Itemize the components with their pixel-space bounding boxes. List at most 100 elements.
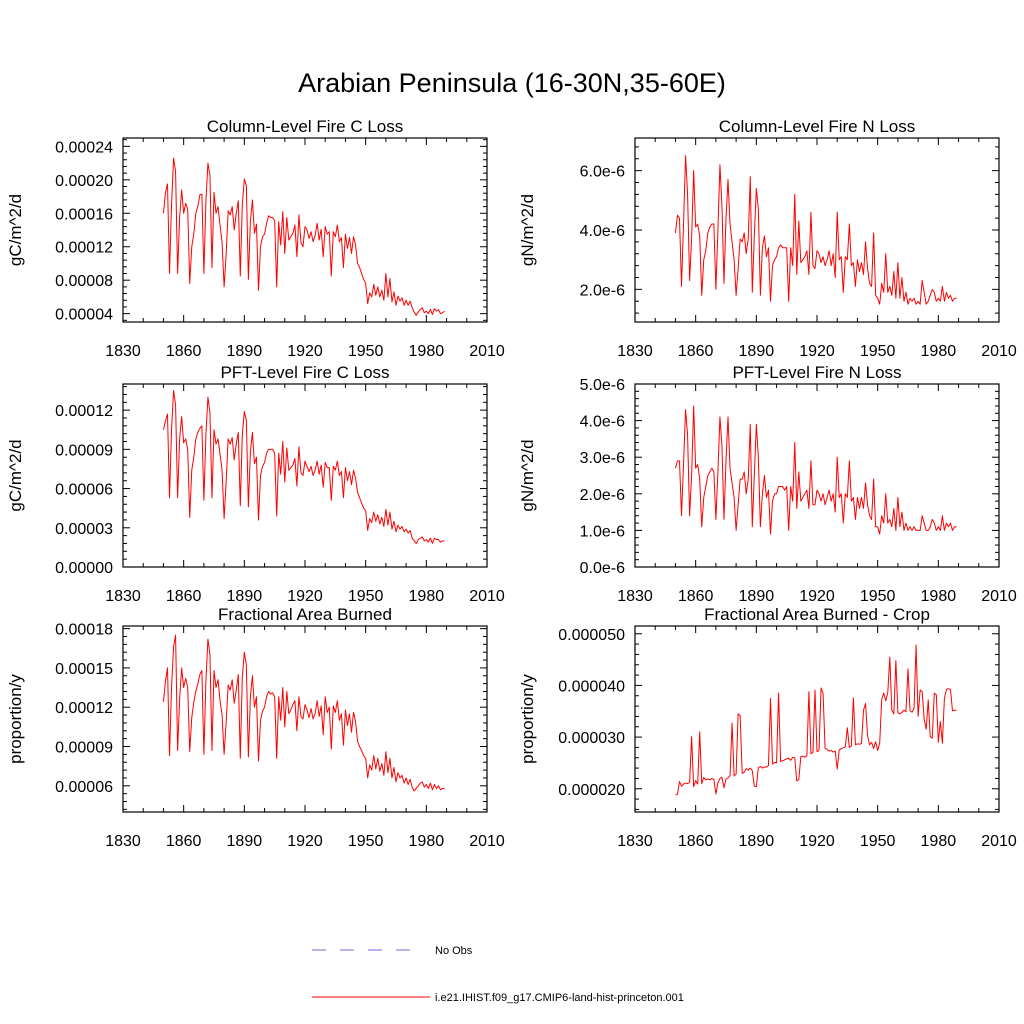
panel-fractional-area-burned-series-line — [162, 634, 445, 792]
panel-column-level-fire-n-loss-ytick-label: 2.0e-6 — [580, 282, 625, 299]
panel-fractional-area-burned-crop-xtick-label: 2010 — [981, 833, 1017, 850]
panel-column-level-fire-c-loss-ytick-label: 0.00016 — [55, 206, 113, 223]
panel-pft-level-fire-n-loss-ylabel: gN/m^2/d — [518, 439, 537, 511]
panel-column-level-fire-n-loss-xtick-label: 1920 — [799, 343, 835, 360]
panel-column-level-fire-n-loss-xtick-label: 1830 — [617, 343, 653, 360]
panel-column-level-fire-c-loss-xtick-label: 1950 — [348, 343, 384, 360]
panel-fractional-area-burned-xtick-label: 2010 — [469, 833, 505, 850]
panel-fractional-area-burned-ytick-label: 0.00006 — [55, 779, 113, 796]
panel-column-level-fire-c-loss-ytick-label: 0.00004 — [55, 307, 113, 324]
panel-fractional-area-burned-crop-xtick-label: 1920 — [799, 833, 835, 850]
panel-fractional-area-burned-title: Fractional Area Burned — [218, 605, 392, 624]
panel-pft-level-fire-n-loss-ytick-label: 3.0e-6 — [580, 450, 625, 467]
panel-pft-level-fire-n-loss-frame — [634, 383, 1000, 568]
panel-pft-level-fire-n-loss-xtick-label: 1950 — [860, 588, 896, 605]
panel-pft-level-fire-n-loss-xtick-label: 1890 — [739, 588, 775, 605]
panel-pft-level-fire-n-loss-series-line — [674, 405, 957, 535]
legend-label-no-obs: No Obs — [435, 945, 473, 957]
panel-fractional-area-burned-ytick-label: 0.00015 — [55, 661, 113, 678]
panel-fractional-area-burned-crop-ytick-label: 0.000040 — [558, 678, 625, 695]
panel-fractional-area-burned-xtick-label: 1980 — [409, 833, 445, 850]
panel-fractional-area-burned-crop-ylabel: proportion/y — [518, 674, 537, 764]
panel-column-level-fire-n-loss: Column-Level Fire N Loss 1830 1860 1890 1920… — [518, 117, 1017, 360]
panel-column-level-fire-n-loss-title: Column-Level Fire N Loss — [719, 117, 916, 136]
panel-column-level-fire-c-loss-xtick-label: 1860 — [166, 343, 202, 360]
panel-pft-level-fire-n-loss-xtick-label: 1860 — [678, 588, 714, 605]
panel-fractional-area-burned-ytick-label: 0.00018 — [55, 622, 113, 639]
panel-column-level-fire-n-loss-ytick-label: 4.0e-6 — [580, 223, 625, 240]
panel-pft-level-fire-c-loss-xtick-label: 1920 — [287, 588, 323, 605]
panel-pft-level-fire-c-loss-series-line — [162, 390, 445, 544]
panel-column-level-fire-n-loss-xtick-label: 1950 — [860, 343, 896, 360]
panel-column-level-fire-n-loss-xtick-label: 1890 — [739, 343, 775, 360]
panel-fractional-area-burned-xtick-label: 1890 — [227, 833, 263, 850]
panel-fractional-area-burned-crop-xtick-label: 1890 — [739, 833, 775, 850]
panel-pft-level-fire-c-loss-ylabel: gC/m^2/d — [6, 439, 25, 511]
panel-pft-level-fire-n-loss-xtick-label: 1830 — [617, 588, 653, 605]
panel-pft-level-fire-c-loss-xtick-label: 1950 — [348, 588, 384, 605]
panel-fractional-area-burned-crop-ytick-label: 0.000050 — [558, 627, 625, 644]
panel-pft-level-fire-c-loss-ytick-label: 0.00012 — [55, 403, 113, 420]
panel-pft-level-fire-n-loss-ytick-label: 0.0e-6 — [580, 560, 625, 577]
panel-fractional-area-burned-crop-series-line — [675, 644, 957, 796]
panel-column-level-fire-c-loss-ylabel: gC/m^2/d — [6, 194, 25, 266]
panel-pft-level-fire-n-loss-ytick-label: 2.0e-6 — [580, 487, 625, 504]
panel-fractional-area-burned-xtick-label: 1830 — [105, 833, 141, 850]
panel-pft-level-fire-c-loss-ytick-label: 0.00000 — [55, 560, 113, 577]
panel-column-level-fire-c-loss-xtick-label: 2010 — [469, 343, 505, 360]
panel-column-level-fire-n-loss-ylabel: gN/m^2/d — [518, 194, 537, 266]
panel-column-level-fire-c-loss-ytick-label: 0.00020 — [55, 173, 113, 190]
panel-pft-level-fire-c-loss-xtick-label: 2010 — [469, 588, 505, 605]
panel-pft-level-fire-n-loss-ytick-label: 5.0e-6 — [580, 377, 625, 394]
figure-title: Arabian Peninsula (16-30N,35-60E) — [298, 68, 726, 98]
panel-column-level-fire-n-loss-xtick-label: 2010 — [981, 343, 1017, 360]
panel-column-level-fire-c-loss-ytick-label: 0.00008 — [55, 273, 113, 290]
panel-pft-level-fire-n-loss: PFT-Level Fire N Loss 1830 1860 1890 1920 195… — [518, 363, 1017, 605]
legend: No Obs i.e21.IHIST.f09_g17.CMIP6-land-hi… — [312, 945, 684, 1004]
panel-fractional-area-burned-ytick-label: 0.00009 — [55, 740, 113, 757]
panel-pft-level-fire-n-loss-xtick-label: 1920 — [799, 588, 835, 605]
panel-pft-level-fire-c-loss-xtick-label: 1890 — [227, 588, 263, 605]
panel-column-level-fire-c-loss: Column-Level Fire C Loss 1830 1860 1890 1920… — [6, 117, 505, 360]
panel-fractional-area-burned-crop-ytick-label: 0.000030 — [558, 730, 625, 747]
panel-column-level-fire-n-loss-xtick-label: 1980 — [921, 343, 957, 360]
panel-fractional-area-burned-crop-frame — [634, 625, 1000, 813]
panel-pft-level-fire-n-loss-xtick-label: 1980 — [921, 588, 957, 605]
panel-fractional-area-burned-xtick-label: 1920 — [287, 833, 323, 850]
panel-pft-level-fire-c-loss-xtick-label: 1860 — [166, 588, 202, 605]
panel-fractional-area-burned-ylabel: proportion/y — [6, 674, 25, 764]
legend-label-model: i.e21.IHIST.f09_g17.CMIP6-land-hist-prin… — [435, 992, 684, 1004]
panel-column-level-fire-c-loss-xtick-label: 1920 — [287, 343, 323, 360]
panel-column-level-fire-c-loss-series-line — [162, 157, 445, 316]
panel-pft-level-fire-n-loss-title: PFT-Level Fire N Loss — [732, 363, 901, 382]
panel-pft-level-fire-n-loss-ytick-label: 1.0e-6 — [580, 523, 625, 540]
panel-fractional-area-burned-crop-ytick-label: 0.000020 — [558, 782, 625, 799]
panel-fractional-area-burned-xtick-label: 1950 — [348, 833, 384, 850]
panel-pft-level-fire-c-loss: PFT-Level Fire C Loss 1830 1860 1890 1920 195… — [6, 363, 505, 605]
panel-column-level-fire-c-loss-ytick-label: 0.00012 — [55, 240, 113, 257]
panel-pft-level-fire-c-loss-ytick-label: 0.00003 — [55, 521, 113, 538]
panel-pft-level-fire-n-loss-ytick-label: 4.0e-6 — [580, 414, 625, 431]
panel-fractional-area-burned-crop: Fractional Area Burned - Crop 1830 1860 189… — [518, 605, 1017, 850]
panel-fractional-area-burned-crop-title: Fractional Area Burned - Crop — [704, 605, 930, 624]
panel-pft-level-fire-c-loss-ytick-label: 0.00009 — [55, 442, 113, 459]
panel-fractional-area-burned-xtick-label: 1860 — [166, 833, 202, 850]
panel-fractional-area-burned-ytick-label: 0.00012 — [55, 700, 113, 717]
panel-column-level-fire-c-loss-ytick-label: 0.00024 — [55, 139, 113, 156]
panel-column-level-fire-n-loss-ytick-label: 6.0e-6 — [580, 164, 625, 181]
panel-column-level-fire-n-loss-frame — [634, 137, 1000, 323]
panel-fractional-area-burned-crop-xtick-label: 1860 — [678, 833, 714, 850]
panel-pft-level-fire-c-loss-title: PFT-Level Fire C Loss — [220, 363, 389, 382]
panel-fractional-area-burned: Fractional Area Burned 1830 1860 1890 1920 19… — [6, 605, 505, 850]
panels: Column-Level Fire C Loss 1830 1860 1890 1920… — [6, 117, 1017, 850]
panel-column-level-fire-n-loss-series-line — [674, 155, 957, 305]
panel-pft-level-fire-n-loss-xtick-label: 2010 — [981, 588, 1017, 605]
panel-column-level-fire-c-loss-xtick-label: 1890 — [227, 343, 263, 360]
panel-column-level-fire-n-loss-xtick-label: 1860 — [678, 343, 714, 360]
panel-fractional-area-burned-crop-xtick-label: 1950 — [860, 833, 896, 850]
panel-fractional-area-burned-crop-xtick-label: 1980 — [921, 833, 957, 850]
panel-pft-level-fire-c-loss-ytick-label: 0.00006 — [55, 482, 113, 499]
panel-pft-level-fire-c-loss-xtick-label: 1980 — [409, 588, 445, 605]
panel-column-level-fire-c-loss-xtick-label: 1830 — [105, 343, 141, 360]
